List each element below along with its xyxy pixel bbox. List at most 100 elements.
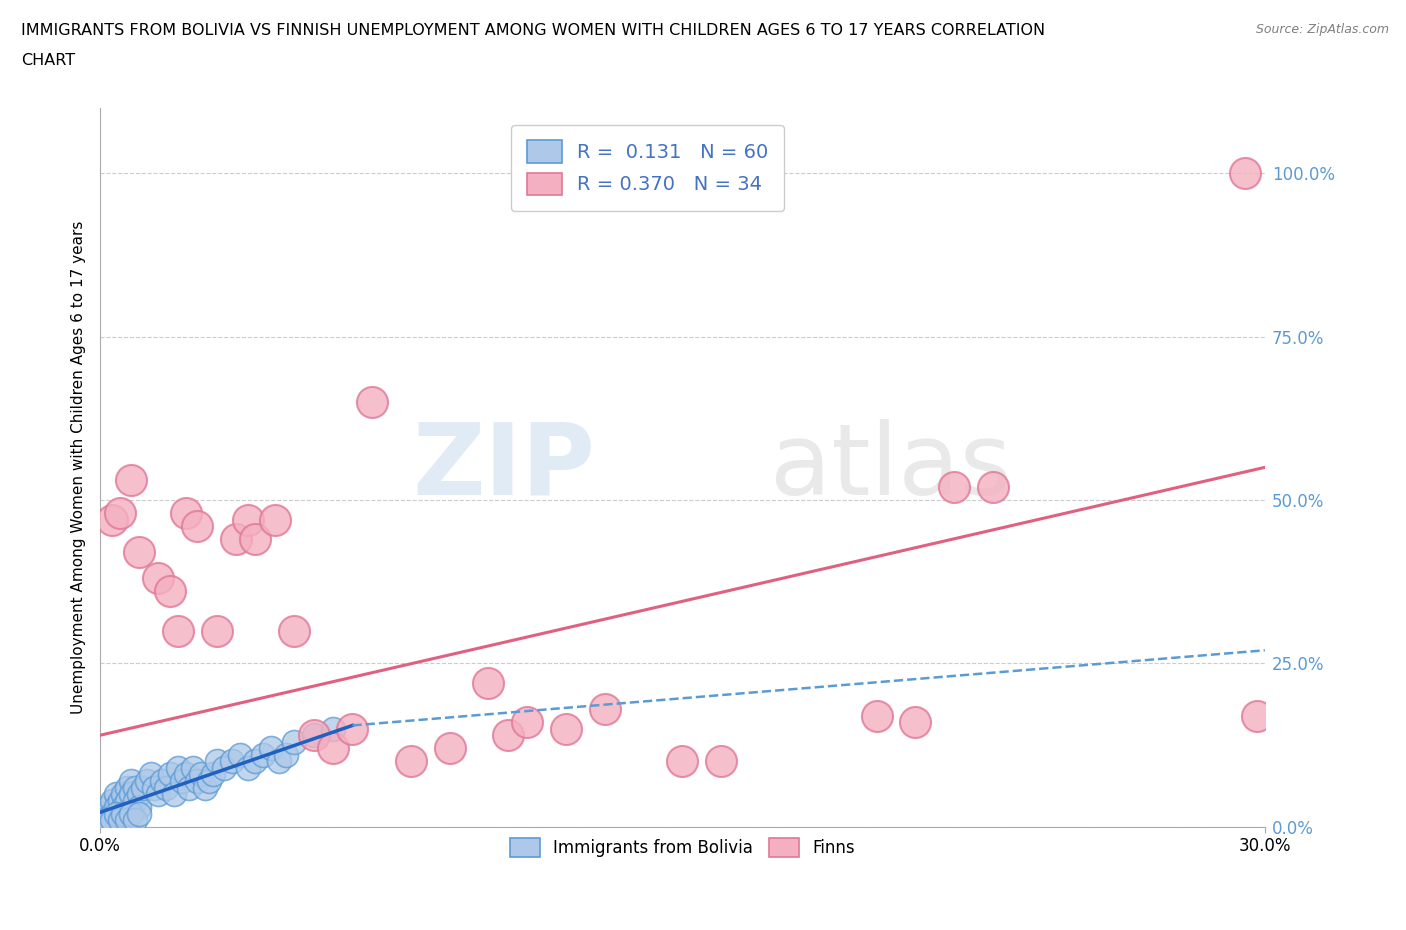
Point bbox=[143, 780, 166, 795]
Text: IMMIGRANTS FROM BOLIVIA VS FINNISH UNEMPLOYMENT AMONG WOMEN WITH CHILDREN AGES 6: IMMIGRANTS FROM BOLIVIA VS FINNISH UNEMP… bbox=[21, 23, 1045, 38]
Point bbox=[267, 754, 290, 769]
Point bbox=[117, 793, 139, 808]
Point bbox=[276, 748, 298, 763]
Point bbox=[139, 767, 162, 782]
Point bbox=[104, 800, 127, 815]
Point bbox=[186, 519, 208, 534]
Point bbox=[104, 806, 127, 821]
Point bbox=[302, 728, 325, 743]
Point bbox=[439, 741, 461, 756]
Point bbox=[112, 800, 135, 815]
Point bbox=[342, 722, 364, 737]
Point bbox=[108, 793, 131, 808]
Point bbox=[150, 774, 173, 789]
Point bbox=[1234, 166, 1257, 180]
Point bbox=[93, 806, 115, 821]
Point bbox=[322, 741, 344, 756]
Point bbox=[100, 806, 122, 821]
Text: ZIP: ZIP bbox=[412, 418, 595, 516]
Point bbox=[229, 748, 252, 763]
Point bbox=[120, 473, 142, 488]
Point bbox=[120, 774, 142, 789]
Point bbox=[148, 571, 170, 586]
Point bbox=[97, 813, 120, 828]
Point bbox=[108, 506, 131, 521]
Point bbox=[128, 800, 150, 815]
Point bbox=[252, 748, 274, 763]
Point bbox=[302, 728, 325, 743]
Point bbox=[112, 787, 135, 802]
Point bbox=[124, 813, 146, 828]
Text: atlas: atlas bbox=[770, 418, 1011, 516]
Point bbox=[117, 780, 139, 795]
Point bbox=[245, 532, 267, 547]
Point bbox=[174, 767, 197, 782]
Point bbox=[671, 754, 693, 769]
Point bbox=[170, 774, 193, 789]
Point bbox=[198, 774, 221, 789]
Point bbox=[516, 715, 538, 730]
Text: CHART: CHART bbox=[21, 53, 75, 68]
Point bbox=[100, 813, 122, 828]
Point bbox=[179, 780, 201, 795]
Point bbox=[163, 787, 186, 802]
Point bbox=[593, 701, 616, 716]
Point bbox=[322, 722, 344, 737]
Point bbox=[710, 754, 733, 769]
Point bbox=[943, 480, 966, 495]
Point bbox=[399, 754, 422, 769]
Legend: Immigrants from Bolivia, Finns: Immigrants from Bolivia, Finns bbox=[498, 826, 868, 869]
Point bbox=[148, 787, 170, 802]
Point bbox=[124, 793, 146, 808]
Point bbox=[283, 735, 305, 750]
Point bbox=[181, 761, 204, 776]
Point bbox=[128, 806, 150, 821]
Point bbox=[93, 813, 115, 828]
Text: Source: ZipAtlas.com: Source: ZipAtlas.com bbox=[1256, 23, 1389, 36]
Point bbox=[104, 787, 127, 802]
Point bbox=[214, 761, 236, 776]
Point bbox=[236, 761, 259, 776]
Point bbox=[159, 767, 181, 782]
Point bbox=[221, 754, 243, 769]
Point bbox=[477, 675, 499, 690]
Point bbox=[108, 813, 131, 828]
Point bbox=[361, 394, 384, 409]
Point bbox=[201, 767, 224, 782]
Y-axis label: Unemployment Among Women with Children Ages 6 to 17 years: Unemployment Among Women with Children A… bbox=[72, 220, 86, 714]
Point bbox=[555, 722, 578, 737]
Point bbox=[124, 780, 146, 795]
Point bbox=[166, 761, 188, 776]
Point bbox=[100, 512, 122, 527]
Point bbox=[132, 780, 155, 795]
Point bbox=[155, 780, 177, 795]
Point bbox=[496, 728, 519, 743]
Point bbox=[260, 741, 283, 756]
Point bbox=[190, 767, 212, 782]
Point bbox=[100, 793, 122, 808]
Point bbox=[236, 512, 259, 527]
Point bbox=[97, 800, 120, 815]
Point bbox=[205, 754, 228, 769]
Point bbox=[120, 787, 142, 802]
Point bbox=[108, 806, 131, 821]
Point bbox=[194, 780, 217, 795]
Point bbox=[865, 708, 887, 723]
Point bbox=[263, 512, 285, 527]
Point bbox=[981, 480, 1004, 495]
Point bbox=[1246, 708, 1268, 723]
Point bbox=[135, 774, 157, 789]
Point bbox=[166, 623, 188, 638]
Point bbox=[904, 715, 927, 730]
Point bbox=[245, 754, 267, 769]
Point bbox=[186, 774, 208, 789]
Point bbox=[120, 806, 142, 821]
Point bbox=[205, 623, 228, 638]
Point bbox=[174, 506, 197, 521]
Point bbox=[128, 545, 150, 560]
Point bbox=[283, 623, 305, 638]
Point bbox=[117, 813, 139, 828]
Point bbox=[159, 584, 181, 599]
Point bbox=[128, 787, 150, 802]
Point bbox=[225, 532, 247, 547]
